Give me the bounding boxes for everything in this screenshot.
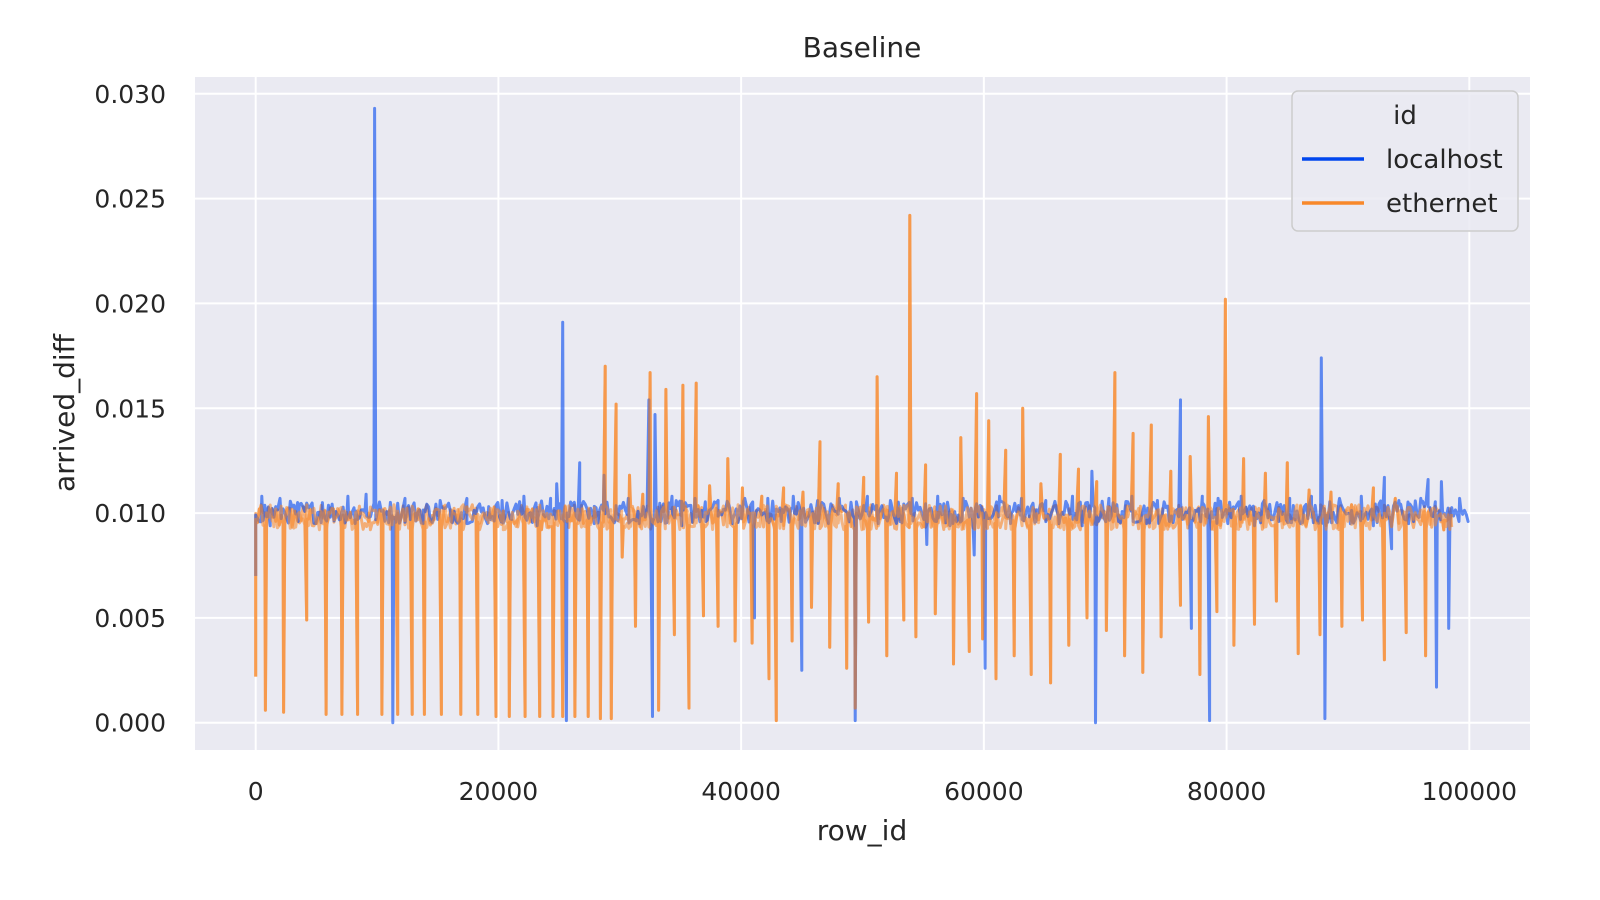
y-tick-label: 0.025 — [94, 185, 166, 214]
y-tick-label: 0.020 — [94, 289, 166, 318]
legend-label-ethernet: ethernet — [1386, 189, 1498, 219]
x-axis-ticks: 0 20000 40000 60000 80000 100000 — [248, 777, 1517, 806]
y-tick-label: 0.010 — [94, 499, 166, 528]
chart-title: Baseline — [803, 31, 922, 64]
y-tick-label: 0.000 — [94, 709, 166, 738]
y-axis-title: arrived_diff — [48, 333, 81, 492]
legend: id localhost ethernet — [1291, 90, 1519, 232]
y-tick-label: 0.005 — [94, 604, 166, 633]
x-tick-label: 100000 — [1422, 777, 1517, 806]
x-axis-title: row_id — [817, 814, 907, 847]
legend-title: id — [1393, 101, 1417, 131]
x-tick-label: 0 — [248, 777, 264, 806]
x-tick-label: 80000 — [1187, 777, 1267, 806]
y-tick-label: 0.015 — [94, 394, 166, 423]
y-tick-label: 0.030 — [94, 80, 166, 109]
series-line-ethernet — [254, 213, 1454, 723]
y-axis-ticks: 0.000 0.005 0.010 0.015 0.020 0.025 0.030 — [94, 80, 166, 738]
x-tick-label: 20000 — [459, 777, 539, 806]
x-tick-label: 60000 — [944, 777, 1024, 806]
legend-label-localhost: localhost — [1386, 145, 1503, 175]
legend-box — [1291, 90, 1519, 232]
series-layer — [254, 106, 1470, 725]
x-tick-label: 40000 — [701, 777, 781, 806]
